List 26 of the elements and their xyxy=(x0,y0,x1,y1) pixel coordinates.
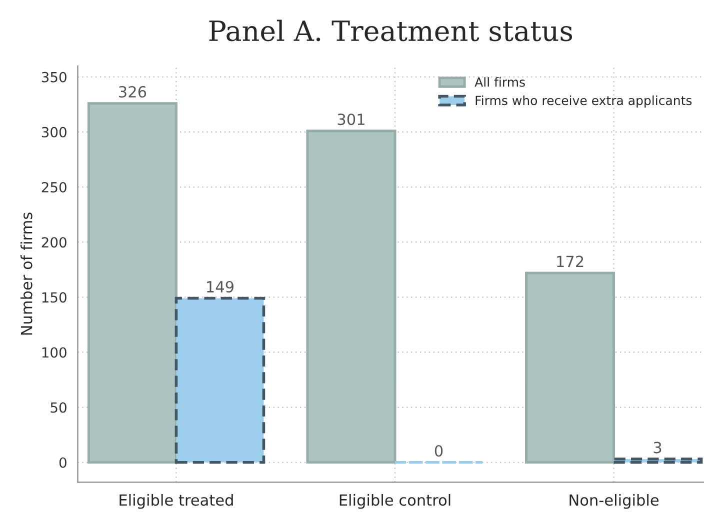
bar xyxy=(612,458,703,464)
bar xyxy=(174,296,266,464)
bar xyxy=(306,130,396,464)
y-tick-label: 200 xyxy=(42,237,66,248)
y-axis-title: Number of firms xyxy=(20,212,32,335)
legend-label: All firms xyxy=(474,77,525,87)
data-label: 326 xyxy=(119,86,146,98)
x-tick-label: Non-eligible xyxy=(570,494,659,509)
bar xyxy=(525,272,616,464)
data-label: 149 xyxy=(207,280,234,293)
bar xyxy=(87,102,178,464)
y-tick-label: 250 xyxy=(42,182,66,193)
data-label: 3 xyxy=(654,442,662,454)
data-label: 0 xyxy=(434,445,443,457)
chart-title: Panel A. Treatment status xyxy=(209,20,572,42)
data-label: 172 xyxy=(557,256,584,267)
x-tick-label: Eligible treated xyxy=(120,494,233,509)
data-label: 301 xyxy=(338,114,364,126)
y-tick-label: 0 xyxy=(59,457,66,468)
y-tick-label: 150 xyxy=(42,292,66,303)
legend-label: Firms who receive extra applicants xyxy=(476,95,692,108)
y-tick-label: 50 xyxy=(50,402,66,413)
x-tick-label: Eligible control xyxy=(340,494,450,509)
y-tick-label: 300 xyxy=(42,126,66,138)
y-tick-label: 100 xyxy=(42,347,66,358)
y-tick-label: 350 xyxy=(42,72,66,82)
